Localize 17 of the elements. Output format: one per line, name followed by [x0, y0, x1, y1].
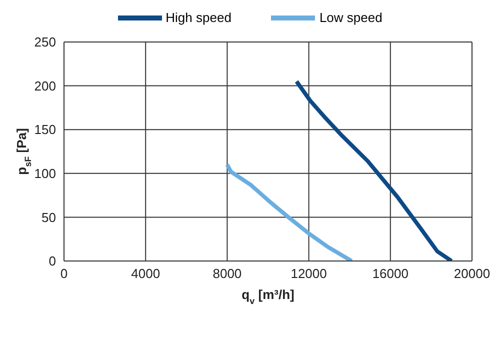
x-tick-label: 8000: [212, 266, 242, 282]
y-tick-label: 200: [34, 78, 56, 94]
x-tick-label: 4000: [131, 266, 160, 282]
y-tick-label: 150: [34, 122, 56, 138]
y-tick-label: 250: [34, 34, 56, 50]
x-tick-label: 16000: [372, 266, 408, 282]
line-series: [225, 162, 354, 261]
x-tick-label: 0: [60, 266, 68, 282]
y-tick-label: 50: [42, 210, 56, 225]
x-tick-label: 12000: [290, 266, 327, 282]
y-tick-label: 0: [48, 254, 56, 269]
x-axis-title: q$_{v}$ [m³/h]: [242, 287, 294, 306]
legend-label: Low speed: [319, 10, 382, 25]
legend-label: High speed: [166, 10, 232, 25]
y-tick-label: 100: [34, 166, 56, 182]
line-series: [294, 79, 454, 261]
x-tick-label: 20000: [454, 266, 490, 282]
